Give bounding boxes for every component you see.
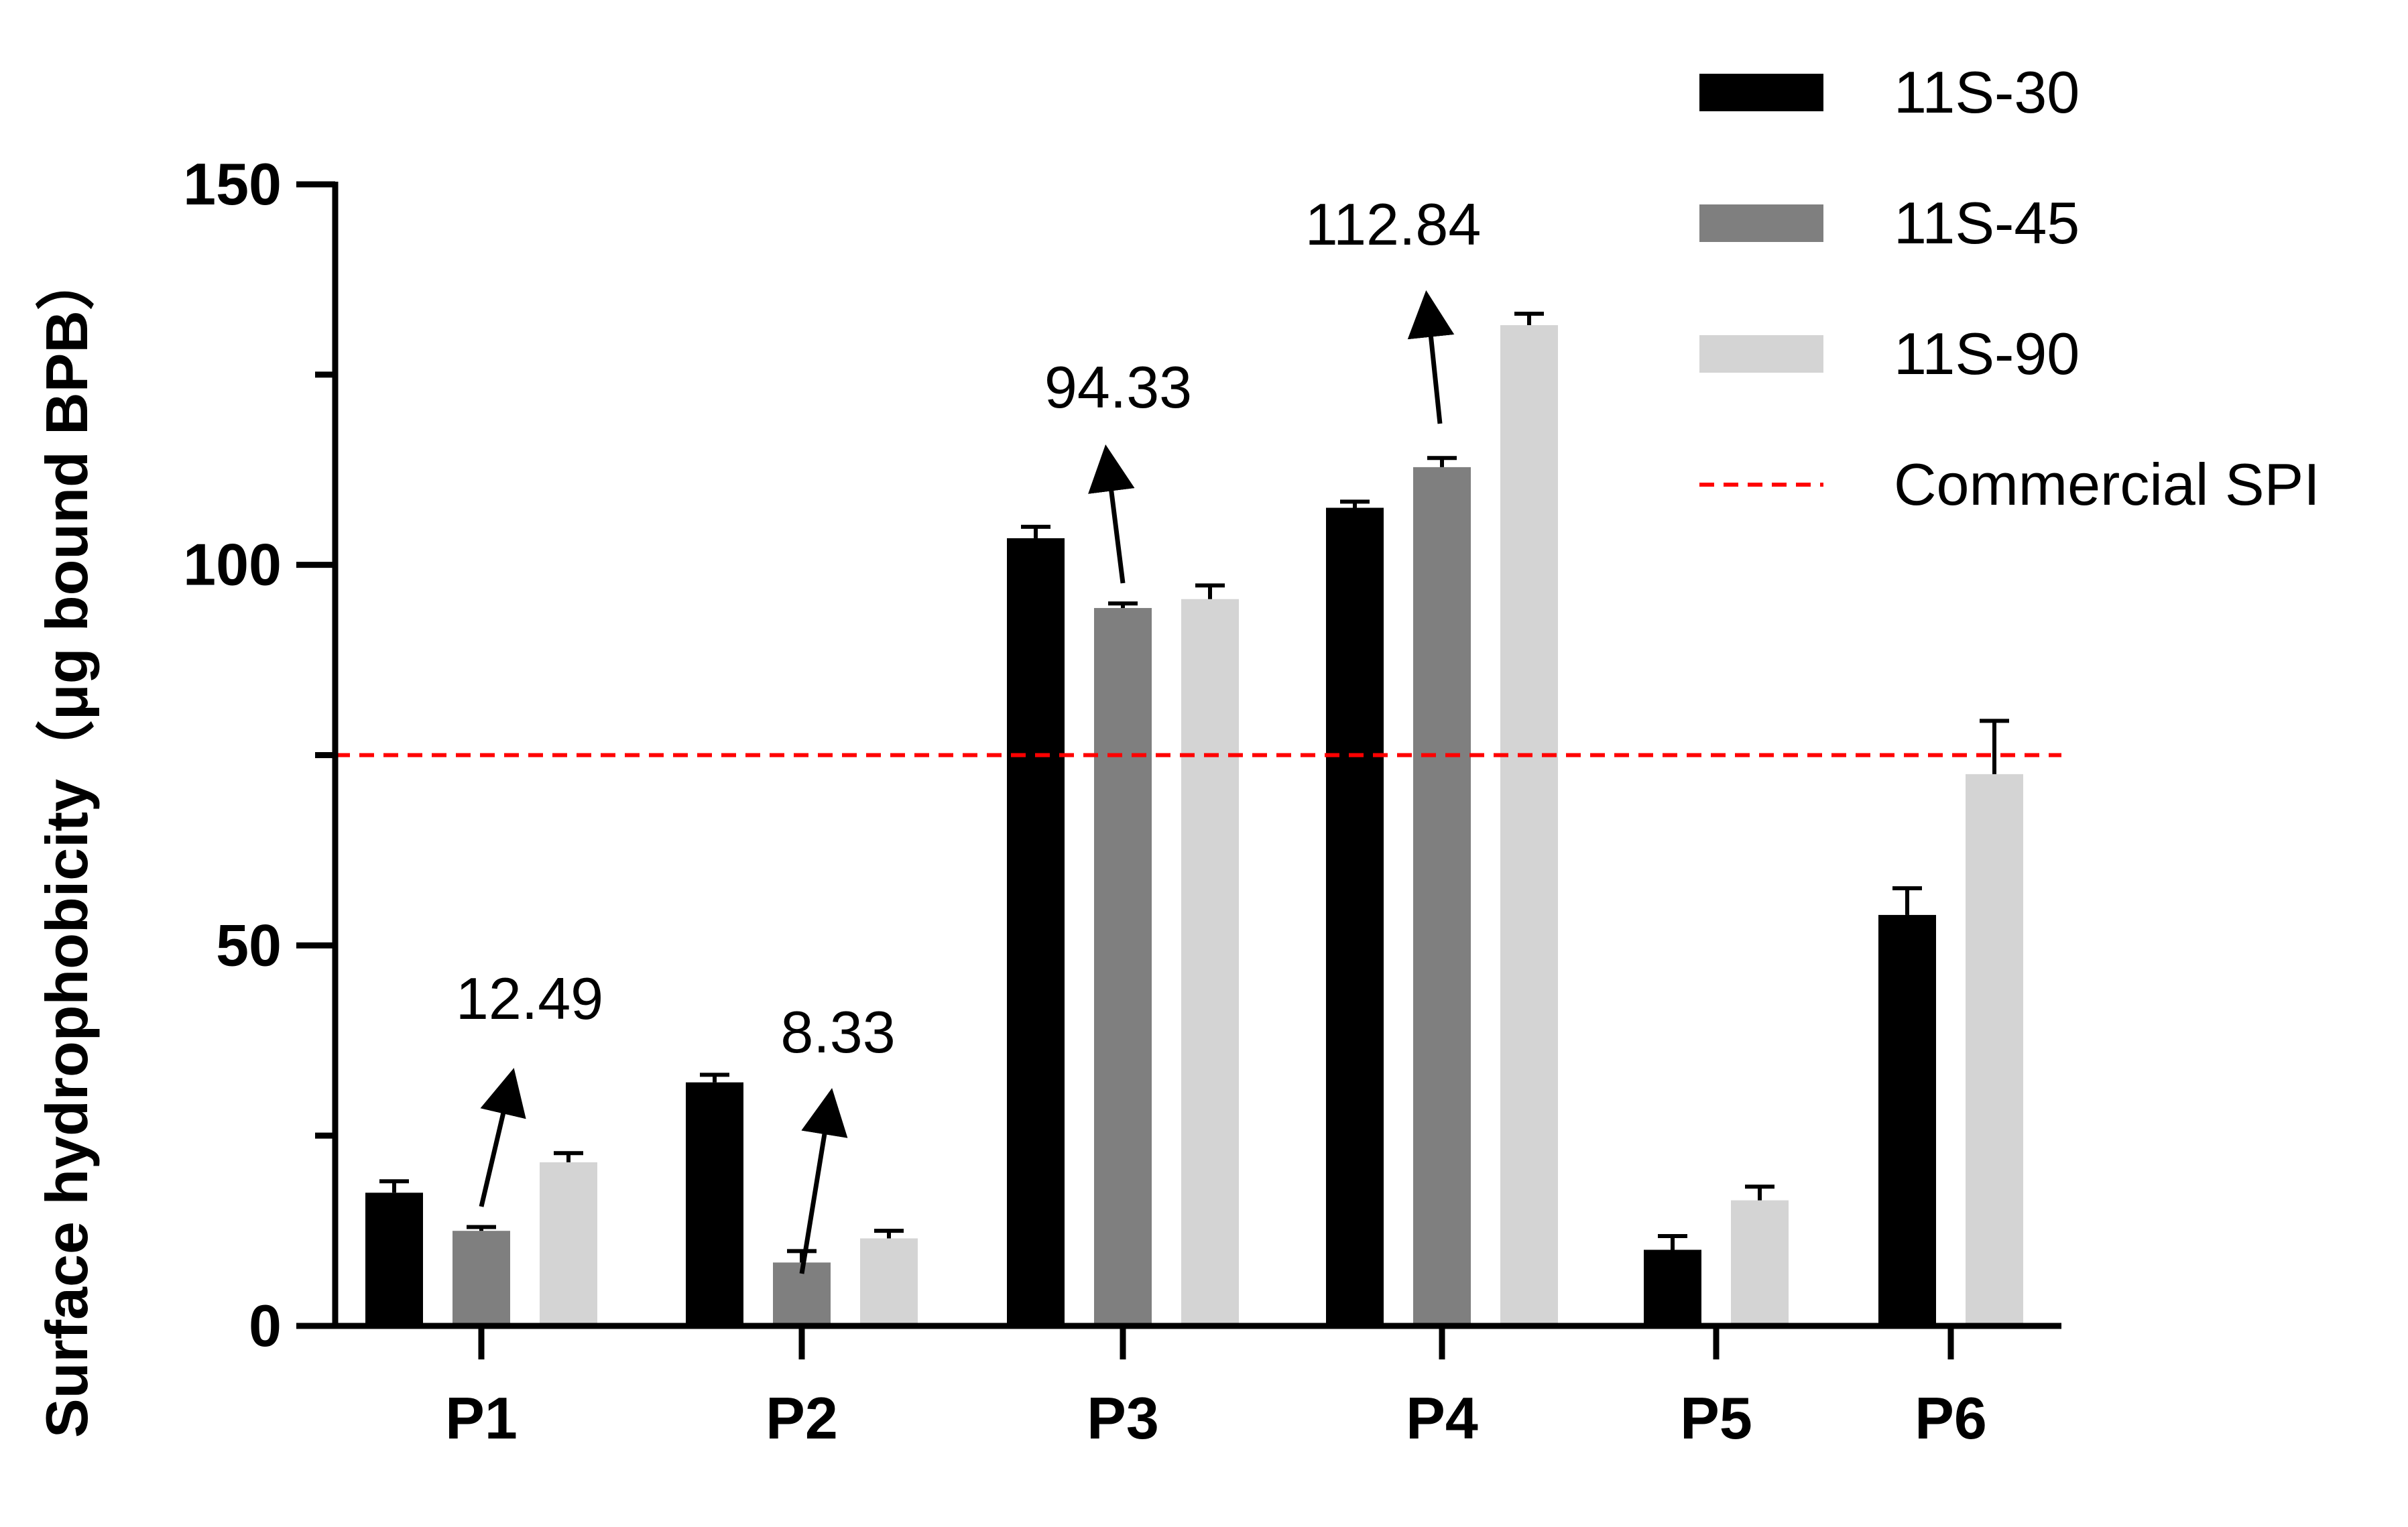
annotation-arrow-P1: [479, 1068, 526, 1207]
bar-P1-11S-90: [540, 1162, 597, 1326]
x-tick-label-P5: P5: [1680, 1385, 1752, 1451]
y-tick-label-50: 50: [216, 912, 282, 978]
bar-P1-11S-30: [365, 1193, 423, 1326]
legend-swatch-11S-30: [1699, 74, 1823, 111]
bar-P4-11S-90: [1500, 325, 1558, 1327]
legend-label-commercial-spi: Commercial SPI: [1894, 451, 2320, 517]
y-tick-label-100: 100: [183, 532, 282, 598]
axes: 0 50 100 150 P1 P2 P3 P4 P5 P6: [183, 151, 2061, 1451]
x-tick-label-P3: P3: [1087, 1385, 1159, 1451]
plot-area: [335, 312, 2061, 1327]
x-tick-label-P6: P6: [1915, 1385, 1987, 1451]
bar-P4-11S-30: [1326, 507, 1384, 1327]
annotations: 12.49 8.33 94.33 112.84: [456, 191, 1481, 1274]
x-tick-label-P1: P1: [445, 1385, 518, 1451]
bar-P5-11S-90: [1731, 1200, 1789, 1326]
bar-P3-11S-90: [1181, 599, 1239, 1327]
bar-P3-11S-45: [1094, 608, 1152, 1326]
bar-P3-11S-30: [1007, 538, 1065, 1327]
annotation-arrow-P2: [799, 1088, 848, 1274]
annotation-label-P2: 8.33: [780, 999, 895, 1065]
bar-P1-11S-45: [453, 1231, 510, 1326]
annotation-label-P1: 12.49: [456, 965, 603, 1032]
x-tick-label-P4: P4: [1406, 1385, 1478, 1451]
bar-P6-11S-30: [1878, 914, 1936, 1326]
bar-P2-11S-30: [686, 1082, 743, 1326]
annotation-label-P3: 94.33: [1044, 354, 1192, 420]
legend-label-11S-30: 11S-30: [1894, 59, 2080, 125]
annotation-label-P4: 112.84: [1305, 191, 1482, 257]
legend-label-11S-45: 11S-45: [1894, 190, 2080, 256]
y-axis-title: Surface hydrophobicity（μg bound BPB）: [34, 251, 100, 1438]
x-tick-label-P2: P2: [766, 1385, 838, 1451]
annotation-arrow-P4: [1407, 290, 1455, 424]
bar-P2-11S-90: [860, 1238, 918, 1326]
annotation-arrow-P3: [1088, 444, 1135, 584]
legend: 11S-30 11S-45 11S-90 Commercial SPI: [1699, 59, 2320, 517]
y-tick-label-150: 150: [183, 151, 282, 217]
legend-label-11S-90: 11S-90: [1894, 320, 2080, 387]
y-tick-label-0: 0: [249, 1292, 282, 1359]
bar-P4-11S-45: [1413, 467, 1471, 1326]
bar-P6-11S-90: [1966, 774, 2023, 1326]
bar-P5-11S-30: [1644, 1249, 1701, 1326]
legend-swatch-11S-90: [1699, 335, 1823, 373]
legend-swatch-11S-45: [1699, 204, 1823, 242]
